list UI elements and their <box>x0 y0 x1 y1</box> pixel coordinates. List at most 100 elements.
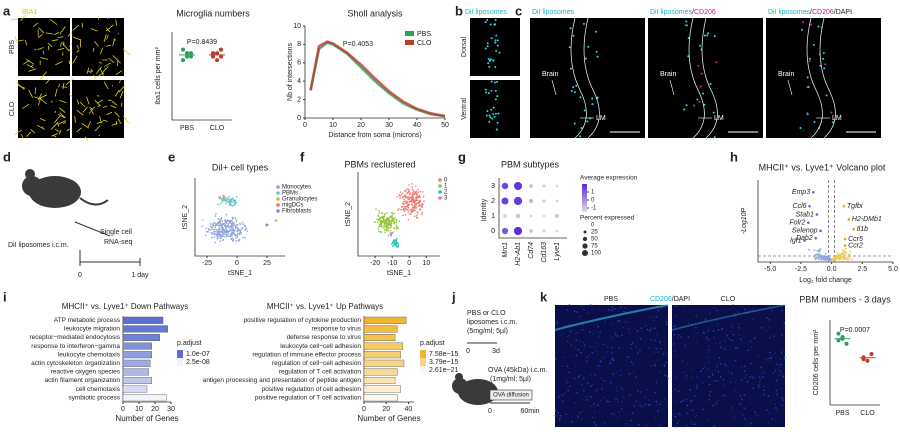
texture <box>725 365 727 367</box>
legend-label: 1.0e-07 <box>186 351 210 358</box>
label: OVA diffusion <box>493 393 529 399</box>
cell-point <box>221 230 224 233</box>
texture <box>636 330 639 332</box>
texture <box>729 381 732 384</box>
texture <box>590 405 593 407</box>
texture <box>714 379 716 382</box>
texture <box>687 55 690 58</box>
label: liposomes i.c.m. <box>467 319 517 326</box>
texture <box>765 329 768 332</box>
texture <box>693 423 695 426</box>
texture <box>600 360 602 363</box>
x-tick-label: PBS <box>180 125 194 132</box>
texture <box>656 359 659 361</box>
gene-point <box>834 255 837 258</box>
cell-point <box>219 202 221 205</box>
texture <box>783 357 786 360</box>
texture <box>707 375 709 378</box>
cell-point <box>407 211 410 213</box>
texture <box>40 57 49 60</box>
texture <box>582 308 585 310</box>
texture <box>495 128 498 131</box>
texture <box>665 362 668 364</box>
y-tick-label: 4 <box>297 78 301 85</box>
cell-point <box>391 220 394 222</box>
texture <box>59 26 66 35</box>
texture <box>76 127 82 133</box>
texture <box>684 326 687 329</box>
texture <box>591 103 594 106</box>
cell-point <box>214 226 217 229</box>
cell-point <box>412 198 415 201</box>
cell-point <box>416 214 418 216</box>
texture <box>749 309 751 312</box>
texture <box>494 41 497 44</box>
legend-label: Fibroblasts <box>282 209 311 215</box>
texture <box>60 42 62 47</box>
cell-point <box>407 191 409 194</box>
legend-label: 2 <box>444 190 448 196</box>
cell-point <box>399 191 402 193</box>
region-label: LM <box>832 115 842 122</box>
dot <box>555 229 559 233</box>
cell-point <box>232 224 235 226</box>
meninges-outline <box>701 17 718 139</box>
bar <box>363 368 398 376</box>
cell-point <box>402 209 404 211</box>
dot <box>542 184 546 188</box>
cell-point <box>419 190 422 193</box>
texture <box>747 312 750 314</box>
texture <box>574 365 577 367</box>
cell-point <box>386 225 389 227</box>
texture <box>610 351 613 354</box>
gene-highlight <box>842 204 846 208</box>
texture <box>716 380 719 382</box>
texture <box>492 106 495 109</box>
cell-point <box>416 193 419 195</box>
cell-point <box>406 209 409 211</box>
cell-point <box>225 227 228 229</box>
x-tick-label: 10 <box>329 122 337 129</box>
cell-point <box>239 230 242 232</box>
cell-point <box>388 218 391 221</box>
cell-point <box>223 195 225 197</box>
label: 0 <box>488 408 492 415</box>
x-tick-label: 40 <box>413 122 421 129</box>
texture <box>767 386 769 389</box>
texture <box>674 350 676 352</box>
texture <box>674 426 677 428</box>
cell-point <box>401 206 403 208</box>
texture <box>92 47 95 52</box>
texture <box>679 401 682 403</box>
texture <box>617 417 620 419</box>
texture <box>642 405 644 408</box>
texture <box>774 419 776 421</box>
chart-title: MHCII⁺ vs. Lyve1⁺ Up Pathways <box>267 302 383 311</box>
bar <box>122 316 164 324</box>
gene-point <box>815 253 818 256</box>
texture <box>719 363 722 365</box>
texture <box>674 388 676 391</box>
texture <box>753 337 756 340</box>
texture <box>577 376 580 378</box>
texture <box>683 305 686 308</box>
size-key <box>582 250 588 256</box>
texture <box>708 375 711 378</box>
texture <box>577 348 580 351</box>
texture <box>87 120 92 128</box>
data-point <box>869 352 874 356</box>
texture <box>772 335 775 337</box>
cell-point <box>201 225 203 228</box>
cell-point <box>421 191 424 193</box>
texture <box>696 384 698 387</box>
cell-point <box>389 216 391 219</box>
texture <box>752 307 754 310</box>
legend-swatch <box>420 366 426 374</box>
cell-point <box>419 201 421 203</box>
cell-point <box>423 200 425 203</box>
micrograph <box>672 305 785 427</box>
x-tick-label: Lyve1 <box>554 242 561 261</box>
texture <box>722 378 725 381</box>
texture <box>683 108 686 111</box>
texture <box>590 396 592 398</box>
